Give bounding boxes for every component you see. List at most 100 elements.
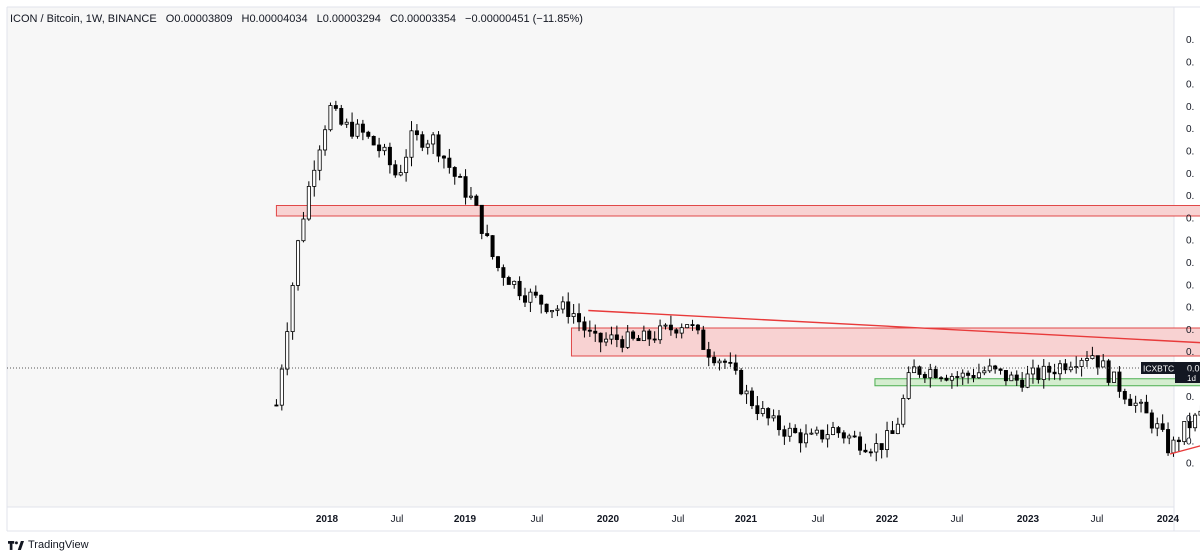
y-tick-label-18: 0. [1186,414,1194,425]
candle-body-1 [279,368,284,406]
candle-body-49 [539,294,544,305]
candle-body-161 [1144,401,1149,414]
candle-body-23 [398,172,403,176]
candle-body-114 [890,430,895,434]
legend-close: C0.00003354 [389,13,456,25]
candle-body-16 [360,123,365,133]
candle-body-167 [1176,439,1181,443]
candle-body-163 [1155,423,1160,429]
candle-body-14 [350,121,355,137]
candle-body-51 [550,310,555,313]
candle-body-109 [863,449,868,453]
candle-body-118 [912,366,917,374]
x-tick-label-12: Jul [1091,514,1104,525]
candle-body-100 [814,429,819,434]
candle-body-84 [728,361,733,364]
x-axis-labels: 2018 Jul 2019 Jul 2020 Jul 2021 Jul 2022 Jul 2023 J… [316,514,1180,525]
candle-body-91 [766,408,771,419]
candle-body-29 [431,134,436,145]
candle-body-111 [874,443,879,453]
candle-body-8 [317,149,322,171]
candle-body-83 [722,360,727,363]
candle-body-133 [993,365,998,370]
candle-body-168 [1182,421,1187,443]
candle-body-11 [333,105,338,109]
candle-body-103 [831,427,836,436]
candle-body-116 [901,398,906,425]
legend-change: −0.00000451 (−11.85%) [465,13,583,25]
candle-body-30 [436,134,441,157]
candle-body-89 [755,405,760,415]
zone-layer [275,205,1200,387]
trendline-layer [588,309,1200,455]
y-tick-label-12: 0. [1186,280,1194,291]
candle-body-95 [787,427,792,437]
candle-body-129 [971,375,976,379]
candle-layer [274,100,1200,462]
candle-body-68 [641,330,646,342]
y-tick-label-19: 0. [1186,436,1194,447]
candle-body-79 [701,329,706,350]
candle-body-110 [868,451,873,454]
candle-body-47 [528,291,533,303]
candle-body-155 [1112,371,1117,383]
candle-body-56 [577,313,582,323]
candle-body-70 [652,338,657,341]
candle-body-117 [906,372,911,399]
candle-body-77 [690,324,695,326]
candle-body-55 [571,313,576,317]
y-tick-label-20: 0. [1186,459,1194,470]
candle-body-154 [1106,360,1111,383]
candle-body-52 [555,308,560,311]
candle-body-165 [1166,429,1171,454]
candle-body-119 [917,366,922,375]
candle-body-36 [468,195,473,198]
candle-body-78 [695,324,700,331]
candle-body-108 [858,436,863,451]
candle-body-31 [441,155,446,159]
candle-body-136 [1009,374,1014,382]
legend-symbol: ICON / Bitcoin, 1W, BINANCE [10,13,157,25]
x-tick-label-3: 2019 [454,514,477,525]
plot-area[interactable] [7,7,1174,507]
candle-body-54 [566,301,571,317]
candle-body-99 [809,432,814,435]
candle-body-101 [820,429,825,440]
candle-body-94 [782,429,787,437]
y-tick-label-15: 0. [1186,347,1194,358]
legend-low: L0.00003294 [316,13,381,25]
candle-body-24 [404,156,409,174]
y-tick-label-2: 0. [1186,57,1194,68]
candle-body-43 [506,277,511,285]
candle-body-32 [447,157,452,168]
price-tag[interactable]: ICXBTC 0.0 1d [1141,362,1200,383]
price-tag-symbol: ICXBTC [1143,364,1174,374]
candle-body-124 [944,377,949,381]
candle-body-148 [1074,366,1079,368]
candle-body-97 [798,432,803,444]
candle-body-6 [306,186,311,220]
candle-body-67 [636,337,641,342]
candle-body-64 [620,339,625,348]
symbol-legend[interactable]: ICON / Bitcoin, 1W, BINANCE O0.00003809 … [10,13,589,25]
candle-body-126 [955,376,960,378]
candle-body-80 [706,349,711,358]
candle-body-65 [625,331,630,348]
candle-body-59 [593,330,598,334]
candle-body-10 [328,105,333,131]
candle-body-121 [928,369,933,379]
candle-body-5 [301,218,306,242]
candle-body-122 [933,369,938,379]
time-axis[interactable] [7,507,1174,531]
candle-body-3 [290,285,295,333]
candle-body-139 [1025,373,1030,388]
candle-body-57 [582,321,587,331]
x-tick-label-2: Jul [391,514,404,525]
tradingview-logo[interactable]: TradingView [8,539,89,551]
candle-body-93 [776,415,781,431]
y-tick-label-4: 0. [1186,102,1194,113]
candle-body-76 [685,324,690,329]
x-tick-label-9: 2022 [876,514,899,525]
